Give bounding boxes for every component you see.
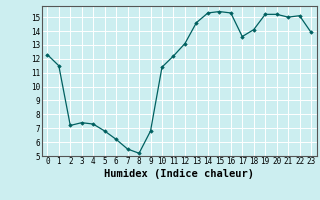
X-axis label: Humidex (Indice chaleur): Humidex (Indice chaleur) bbox=[104, 169, 254, 179]
